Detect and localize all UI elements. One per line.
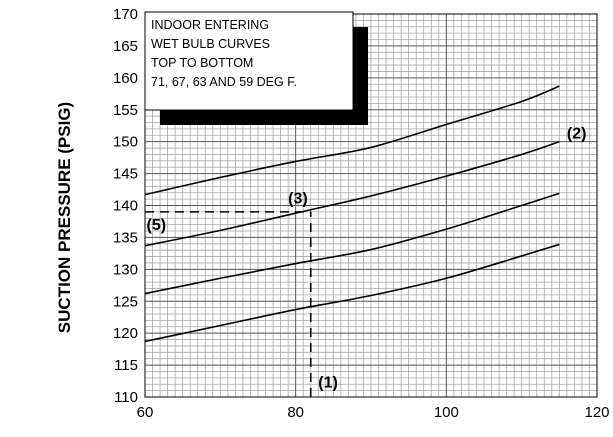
legend-box: INDOOR ENTERING WET BULB CURVES TOP TO B…: [144, 11, 368, 125]
annotation-label: (5): [147, 217, 167, 234]
legend-line-1: INDOOR ENTERING: [151, 18, 269, 32]
y-tick-label: 140: [113, 198, 138, 215]
legend-panel: [144, 11, 354, 111]
y-tick-label: 110: [114, 389, 138, 406]
callout-annotations: (1) (2) (3) (5): [147, 125, 587, 391]
y-tick-label: 155: [113, 102, 138, 119]
y-tick-label: 135: [113, 229, 138, 246]
y-tick-label: 160: [113, 70, 138, 87]
annotation-label: (1): [318, 374, 338, 391]
legend-line-3: TOP TO BOTTOM: [151, 56, 253, 70]
y-tick-label: 125: [113, 293, 138, 310]
y-tick-label: 145: [113, 166, 138, 183]
plot-area-frame: [144, 13, 598, 398]
series-line: [144, 85, 560, 196]
x-tick-label: 120: [584, 404, 609, 421]
y-tick-label: 115: [114, 357, 138, 374]
y-tick-label: 170: [113, 6, 138, 23]
y-axis-tick-labels: 110 115 120 125 130 135 140 145 150 155 160 165 170: [113, 6, 138, 406]
y-axis-label: SUCTION PRESSURE (PSIG): [55, 102, 74, 333]
y-tick-label: 130: [113, 261, 138, 278]
y-tick-label: 165: [113, 38, 138, 55]
legend-line-4: 71, 67, 63 AND 59 DEG F.: [151, 75, 297, 89]
y-tick-label: 150: [113, 134, 138, 151]
legend-line-2: WET BULB CURVES: [151, 37, 270, 51]
wet-bulb-curves: [144, 85, 560, 343]
x-tick-label: 60: [137, 404, 154, 421]
x-tick-label: 80: [287, 404, 304, 421]
dashed-reference-lines: [145, 211, 312, 397]
x-axis-tick-labels: 60 80 100 120: [137, 404, 610, 421]
series-line: [144, 140, 560, 247]
x-tick-label: 100: [434, 404, 459, 421]
annotation-label: (3): [288, 191, 308, 208]
series-line: [144, 243, 560, 343]
y-tick-label: 120: [113, 325, 138, 342]
series-line: [144, 192, 560, 295]
annotation-label: (2): [567, 125, 587, 142]
